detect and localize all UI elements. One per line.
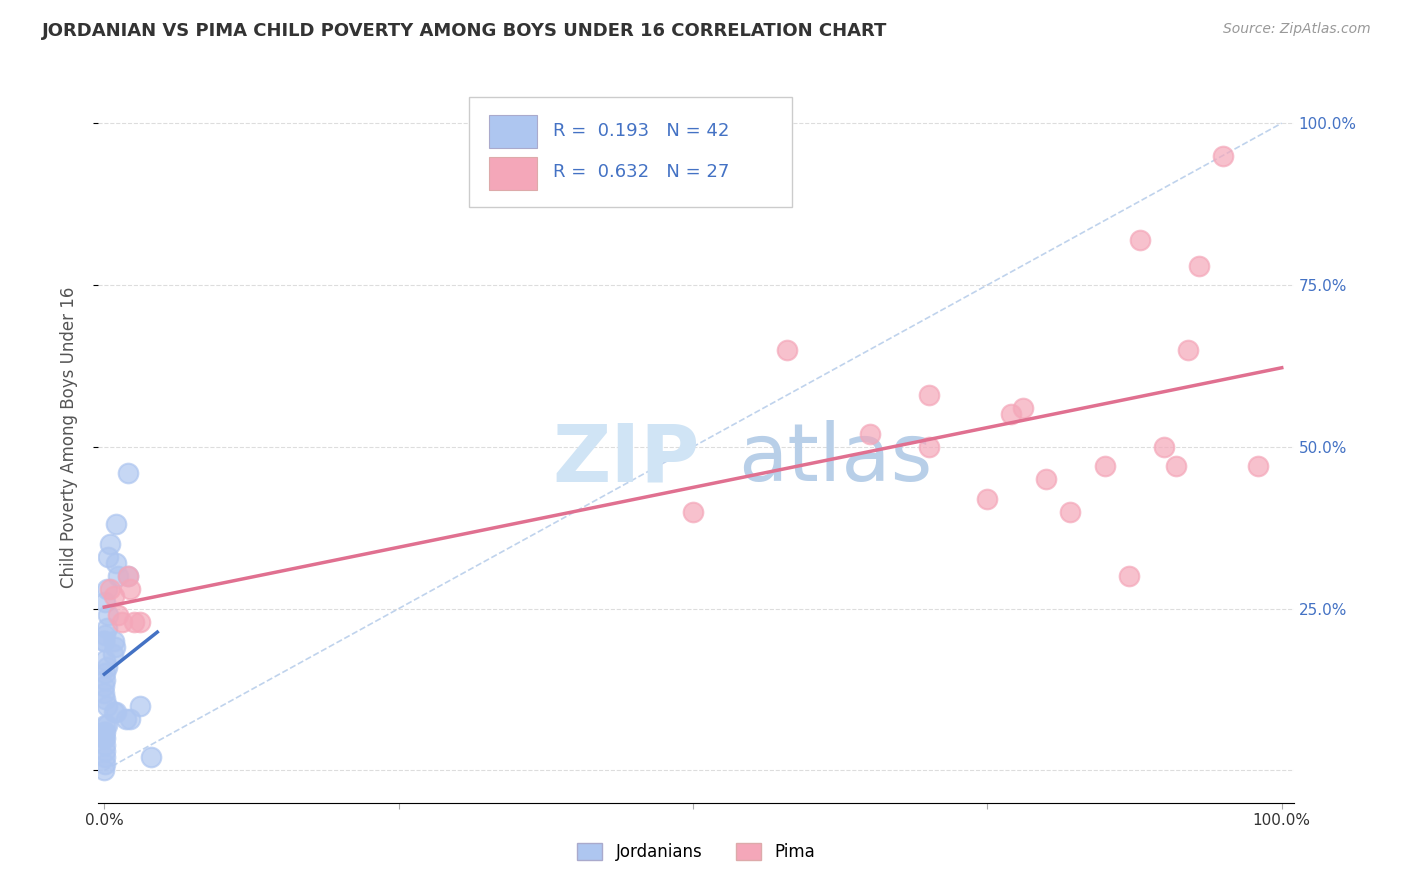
Point: [94, 718, 117, 732]
Point: [1153, 440, 1175, 454]
Point: [111, 615, 134, 629]
Point: [93, 764, 115, 778]
Point: [682, 504, 704, 518]
Point: [94, 744, 117, 758]
Point: [98, 582, 121, 597]
Point: [94, 750, 117, 764]
Point: [917, 388, 939, 402]
Point: [97, 608, 120, 623]
Text: Source: ZipAtlas.com: Source: ZipAtlas.com: [1223, 22, 1371, 37]
Point: [107, 569, 129, 583]
Point: [1129, 233, 1152, 247]
Point: [776, 343, 799, 357]
Point: [96, 718, 118, 732]
Point: [1094, 459, 1116, 474]
Point: [94, 627, 117, 641]
Legend: Jordanians, Pima: Jordanians, Pima: [571, 836, 821, 868]
Point: [94, 673, 117, 687]
Point: [107, 608, 129, 623]
Point: [96, 698, 118, 713]
Point: [117, 569, 139, 583]
Text: JORDANIAN VS PIMA CHILD POVERTY AMONG BOYS UNDER 16 CORRELATION CHART: JORDANIAN VS PIMA CHILD POVERTY AMONG BO…: [42, 22, 887, 40]
Point: [93, 686, 115, 700]
Point: [1177, 343, 1199, 357]
FancyBboxPatch shape: [489, 157, 537, 190]
Text: R =  0.632   N = 27: R = 0.632 N = 27: [553, 163, 728, 181]
Point: [94, 692, 117, 706]
Point: [94, 595, 117, 609]
FancyBboxPatch shape: [489, 115, 537, 148]
Point: [1212, 148, 1234, 162]
Point: [94, 653, 117, 667]
Point: [96, 660, 118, 674]
Point: [128, 615, 150, 629]
Text: atlas: atlas: [738, 420, 932, 498]
Point: [98, 537, 121, 551]
Point: [917, 440, 939, 454]
Point: [96, 621, 118, 635]
Point: [1118, 569, 1140, 583]
Point: [93, 724, 115, 739]
Point: [120, 582, 142, 597]
Point: [128, 698, 150, 713]
Point: [141, 750, 163, 764]
Point: [94, 724, 117, 739]
Point: [93, 731, 115, 745]
Point: [93, 679, 115, 693]
Text: R =  0.193   N = 42: R = 0.193 N = 42: [553, 121, 728, 140]
Point: [94, 731, 117, 745]
Point: [94, 738, 117, 752]
Point: [1035, 472, 1057, 486]
Point: [117, 569, 139, 583]
Point: [94, 756, 117, 771]
Point: [103, 705, 125, 719]
Point: [1188, 259, 1211, 273]
FancyBboxPatch shape: [470, 97, 792, 207]
Point: [114, 712, 136, 726]
Point: [94, 666, 117, 681]
Point: [105, 557, 128, 571]
Point: [117, 466, 139, 480]
Point: [103, 634, 125, 648]
Point: [976, 491, 998, 506]
Point: [1164, 459, 1187, 474]
Point: [1011, 401, 1033, 415]
Text: ZIP: ZIP: [553, 420, 700, 498]
Y-axis label: Child Poverty Among Boys Under 16: Child Poverty Among Boys Under 16: [59, 286, 77, 588]
Point: [97, 549, 120, 564]
Point: [1059, 504, 1081, 518]
Point: [1000, 408, 1022, 422]
Point: [96, 582, 118, 597]
Point: [93, 634, 115, 648]
Point: [105, 705, 128, 719]
Point: [120, 712, 142, 726]
Point: [101, 647, 124, 661]
Point: [859, 426, 882, 441]
Point: [93, 634, 115, 648]
Point: [105, 517, 128, 532]
Point: [103, 589, 125, 603]
Point: [104, 640, 127, 655]
Point: [1247, 459, 1270, 474]
Point: [122, 615, 145, 629]
